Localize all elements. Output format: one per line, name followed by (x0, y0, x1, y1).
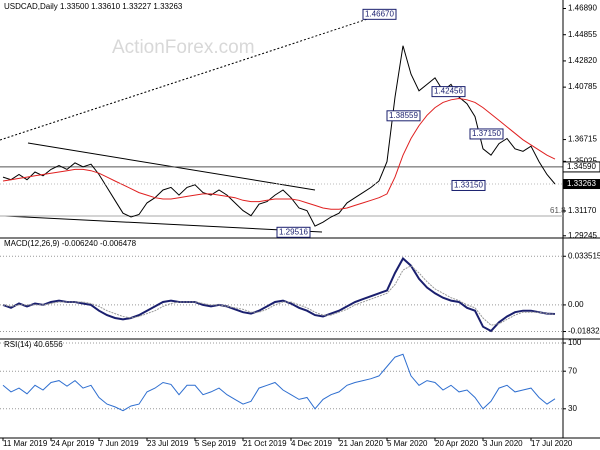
x-tick-label: 11 Mar 2019 (3, 439, 48, 448)
x-tick-label: 21 Oct 2019 (243, 439, 287, 448)
annotation-label: 1.29516 (279, 227, 308, 236)
annotation-label: 1.42456 (434, 87, 463, 96)
annotation-label: 1.37150 (472, 129, 501, 138)
x-tick-label: 5 Sep 2019 (195, 439, 236, 448)
series-line (2, 256, 556, 333)
last-price-tag (563, 179, 600, 190)
last-price-label: 1.33263 (567, 179, 596, 188)
annotation-box (276, 226, 311, 238)
y-tick-label: 1.35025 (568, 156, 597, 165)
y-tick-label: 0.033515 (568, 251, 600, 260)
x-tick-label: 20 Apr 2020 (435, 439, 479, 448)
annotation-label: 1.38559 (389, 111, 418, 120)
annotation-box (469, 128, 504, 140)
x-tick-label: 23 Jul 2019 (147, 439, 189, 448)
rsi-title: RSI(14) 40.6556 (4, 340, 63, 349)
x-tick-label: 17 Jul 2020 (531, 439, 573, 448)
y-tick-label: -0.018324 (568, 327, 600, 336)
y-tick-label: 100 (568, 338, 582, 347)
y-tick-label: 1.42820 (568, 56, 597, 65)
fib-label: 61.8 (550, 206, 566, 215)
x-tick-label: 3 Jun 2020 (483, 439, 523, 448)
annotation-box (431, 86, 466, 98)
x-tick-label: 5 Mar 2020 (387, 439, 428, 448)
macd-title: MACD(12,26,9) -0.006240 -0.006478 (4, 239, 137, 248)
chart-title: USDCAD,Daily 1.33500 1.33610 1.33227 1.3… (4, 2, 183, 11)
level-tag (562, 161, 600, 173)
annotation-label: 1.46670 (365, 9, 394, 18)
x-tick-label: 24 Apr 2019 (51, 439, 95, 448)
trend-line (4, 215, 323, 233)
annotation-box (451, 179, 486, 191)
x-tick-label: 4 Dec 2019 (291, 439, 332, 448)
level-tag-label: 1.34590 (567, 162, 596, 171)
y-tick-label: 1.31170 (568, 206, 597, 215)
y-tick-label: 1.44855 (568, 30, 597, 39)
y-tick-label: 1.46890 (568, 4, 597, 13)
y-tick-label: 1.40785 (568, 82, 597, 91)
series-line (2, 45, 556, 227)
watermark: ActionForex.com (112, 37, 255, 58)
series-line (2, 353, 556, 412)
trend-line (0, 9, 396, 141)
x-tick-label: 7 Jun 2019 (99, 439, 139, 448)
annotation-label: 1.33150 (454, 181, 483, 190)
series-line (2, 265, 556, 326)
y-tick-label: 70 (568, 366, 577, 375)
series-line (2, 97, 556, 210)
x-tick-label: 21 Jan 2020 (339, 439, 384, 448)
annotation-box (362, 8, 397, 20)
y-tick-label: 30 (568, 404, 577, 413)
y-tick-label: 0.00 (568, 300, 584, 309)
annotation-box (386, 110, 421, 122)
y-tick-label: 1.29245 (568, 231, 597, 240)
y-tick-label: 1.36715 (568, 135, 597, 144)
